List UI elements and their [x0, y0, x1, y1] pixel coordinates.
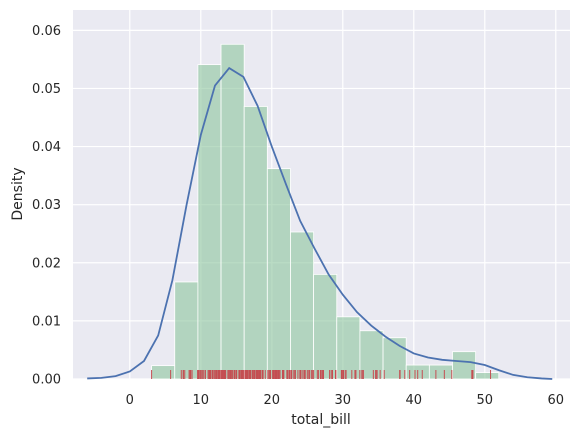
histogram-bar-2	[197, 64, 222, 380]
y-tick-label-2: 0.02	[32, 256, 61, 271]
y-tick-label-1: 0.01	[32, 314, 61, 329]
kde-line	[87, 66, 553, 380]
x-tick-label-5: 50	[477, 393, 494, 408]
histogram-bar-8	[336, 316, 361, 380]
x-tick-label-1: 10	[193, 393, 210, 408]
histogram-bar-12	[428, 364, 453, 380]
x-tick-label-2: 20	[264, 393, 281, 408]
y-tick-label-6: 0.06	[32, 24, 61, 39]
x-tick-labels: 0 10 20 30 40 50 60	[126, 393, 564, 408]
y-tick-label-5: 0.05	[32, 82, 61, 97]
rug-marks	[151, 370, 492, 379]
histogram-bars	[151, 43, 500, 380]
x-axis-label: total_bill	[291, 412, 351, 428]
y-axis-label: Density	[10, 167, 26, 220]
y-tick-labels: 0.00 0.01 0.02 0.03 0.04 0.05 0.06	[32, 24, 61, 388]
x-tick-label-3: 30	[335, 393, 352, 408]
x-tick-label-4: 40	[406, 393, 423, 408]
y-tick-label-0: 0.00	[32, 373, 61, 388]
x-tick-label-0: 0	[126, 393, 134, 408]
histogram-bar-6	[290, 231, 315, 380]
histogram-bar-1	[174, 281, 199, 380]
histogram-bar-13	[452, 351, 477, 380]
histogram-bar-10	[382, 337, 407, 380]
y-tick-label-4: 0.04	[32, 140, 61, 155]
histogram-bar-14	[475, 372, 500, 380]
histogram-bar-5	[266, 168, 291, 380]
histogram-bar-0	[151, 365, 176, 380]
histogram-bar-7	[313, 274, 338, 380]
y-tick-label-3: 0.03	[32, 198, 61, 213]
histogram-bar-3	[220, 43, 245, 380]
histogram-bar-4	[243, 106, 268, 380]
x-tick-label-6: 60	[548, 393, 565, 408]
